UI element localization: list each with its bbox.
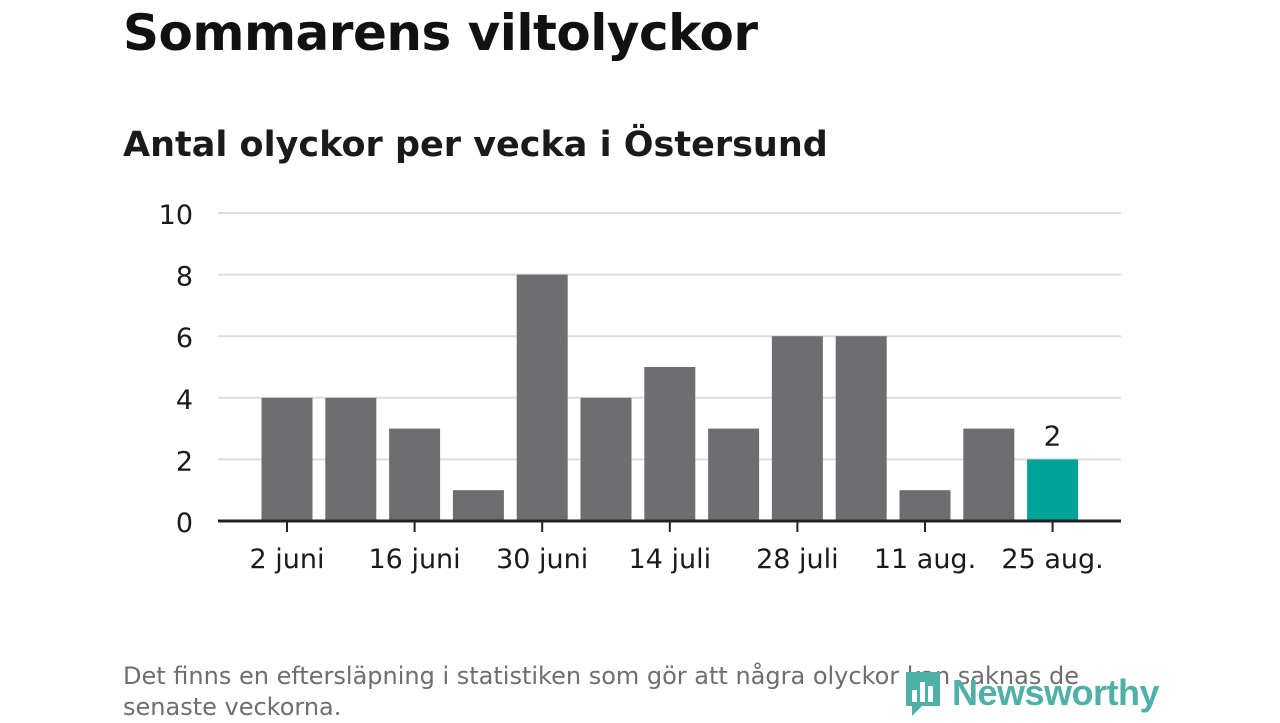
x-tick-label: 11 aug. xyxy=(874,544,976,575)
chart-subtitle: Antal olyckor per vecka i Östersund xyxy=(123,125,828,165)
x-tick-label: 14 juli xyxy=(629,544,712,575)
y-tick-label: 4 xyxy=(176,385,193,416)
bar xyxy=(580,397,632,521)
logo-text: Newsworthy xyxy=(952,672,1160,713)
x-tick-label: 16 juni xyxy=(369,544,461,575)
bar xyxy=(261,397,313,521)
y-tick-label: 10 xyxy=(159,200,193,231)
x-tick-label: 28 juli xyxy=(756,544,839,575)
bar xyxy=(708,428,760,521)
bar xyxy=(516,274,568,521)
bar xyxy=(899,490,951,521)
x-tick-label: 2 juni xyxy=(250,544,325,575)
x-tick-label: 25 aug. xyxy=(1001,544,1103,575)
bar xyxy=(835,336,887,521)
bar xyxy=(389,428,441,521)
newsworthy-logo: Newsworthy xyxy=(902,668,1160,718)
bar xyxy=(771,336,823,521)
y-tick-label: 2 xyxy=(176,446,193,477)
bar xyxy=(644,367,696,521)
bar xyxy=(1027,459,1079,521)
x-tick-label: 30 juni xyxy=(496,544,588,575)
bar-chart-speech-icon xyxy=(906,672,940,716)
bar xyxy=(325,397,377,521)
bar xyxy=(963,428,1015,521)
bar xyxy=(452,490,504,521)
chart-title: Sommarens viltolyckor xyxy=(123,4,758,62)
y-tick-label: 0 xyxy=(176,508,193,539)
data-label: 2 xyxy=(1044,419,1062,452)
bar-chart: 0 2 4 6 8 10 2 2 juni 16 juni 30 juni 14 juli 28 ju… xyxy=(159,200,1121,575)
y-tick-label: 8 xyxy=(176,262,193,293)
y-tick-label: 6 xyxy=(176,323,193,354)
